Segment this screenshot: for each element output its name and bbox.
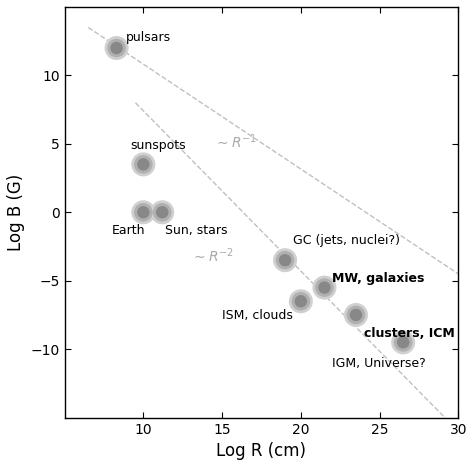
Point — [352, 311, 360, 318]
Point — [139, 161, 147, 168]
Text: pulsars: pulsars — [126, 31, 171, 44]
Point — [352, 311, 360, 318]
Point — [113, 44, 120, 52]
Point — [139, 209, 147, 216]
Text: clusters, ICM: clusters, ICM — [364, 326, 455, 340]
Point — [297, 297, 305, 305]
Point — [139, 209, 147, 216]
Point — [281, 256, 289, 264]
Text: ISM, clouds: ISM, clouds — [222, 309, 293, 322]
Point — [113, 44, 120, 52]
Text: IGM, Universe?: IGM, Universe? — [332, 357, 426, 370]
Point — [139, 209, 147, 216]
Point — [158, 209, 166, 216]
Text: MW, galaxies: MW, galaxies — [332, 272, 425, 285]
Point — [320, 284, 328, 291]
Point — [352, 311, 360, 318]
Text: $\sim R^{-1}$: $\sim R^{-1}$ — [214, 132, 257, 151]
Text: $\sim R^{-2}$: $\sim R^{-2}$ — [191, 247, 234, 265]
Point — [281, 256, 289, 264]
Text: Sun, stars: Sun, stars — [165, 224, 228, 237]
Point — [320, 284, 328, 291]
Point — [400, 339, 407, 346]
Point — [281, 256, 289, 264]
Point — [400, 339, 407, 346]
Point — [113, 44, 120, 52]
Point — [139, 161, 147, 168]
Point — [139, 161, 147, 168]
Point — [400, 339, 407, 346]
Y-axis label: Log B (G): Log B (G) — [7, 174, 25, 251]
Point — [320, 284, 328, 291]
Text: GC (jets, nuclei?): GC (jets, nuclei?) — [293, 234, 400, 247]
Text: Earth: Earth — [112, 224, 146, 237]
Point — [297, 297, 305, 305]
Point — [158, 209, 166, 216]
X-axis label: Log R (cm): Log R (cm) — [217, 442, 307, 460]
Point — [158, 209, 166, 216]
Text: sunspots: sunspots — [131, 139, 186, 152]
Point — [297, 297, 305, 305]
